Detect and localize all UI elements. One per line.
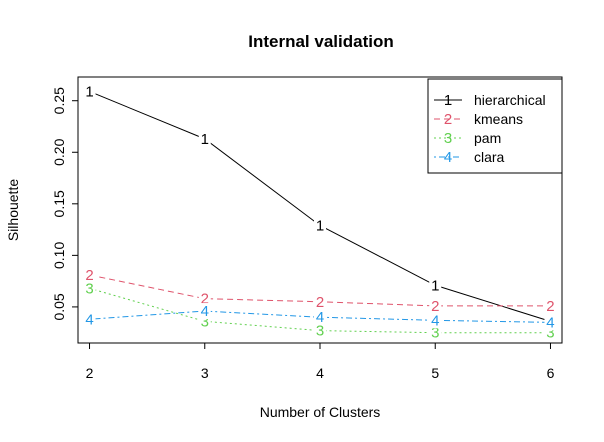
x-tick-label: 2 (86, 365, 94, 381)
legend-item-kmeans: kmeans (474, 111, 523, 127)
x-tick-label: 3 (201, 365, 209, 381)
point-bg (198, 290, 211, 307)
point-bg (314, 322, 326, 339)
y-tick-label: 0.10 (51, 242, 67, 269)
y-tick-label: 0.25 (51, 87, 67, 114)
y-tick-label: 0.05 (51, 293, 67, 320)
data-point-pam: 3 (316, 323, 324, 340)
y-axis-label: Silhouette (5, 179, 21, 241)
point-bg (429, 324, 442, 341)
data-point-kmeans: 2 (316, 294, 324, 311)
legend-item-hierarchical: hierarchical (474, 92, 546, 108)
data-point-hierarchical: 1 (431, 277, 439, 294)
legend-item-pam: pam (474, 130, 501, 146)
point-bg (198, 303, 211, 320)
data-point-hierarchical: 1 (316, 217, 324, 234)
data-point-kmeans: 2 (431, 298, 439, 315)
point-bg (83, 266, 96, 283)
point-bg (83, 83, 96, 100)
legend-marker: 3 (444, 130, 452, 147)
point-bg (314, 293, 326, 310)
data-point-kmeans: 2 (85, 267, 93, 284)
data-point-clara: 4 (201, 303, 209, 320)
x-axis-label: Number of Clusters (260, 404, 381, 420)
point-bg (314, 309, 326, 326)
x-tick-label: 4 (316, 365, 324, 381)
series-points: 11111222223333344444 (83, 83, 557, 342)
x-tick-label: 5 (431, 365, 439, 381)
point-bg (544, 297, 557, 314)
x-tick-label: 6 (547, 365, 555, 381)
data-point-kmeans: 2 (546, 298, 554, 315)
data-point-clara: 4 (546, 314, 554, 331)
point-bg (429, 297, 442, 314)
y-tick-label: 0.20 (51, 138, 67, 165)
point-bg (83, 280, 96, 297)
point-bg (314, 217, 326, 234)
point-bg (544, 314, 557, 331)
point-bg (429, 277, 442, 294)
data-point-hierarchical: 1 (201, 131, 209, 148)
legend-box (427, 78, 563, 174)
data-point-pam: 3 (431, 325, 439, 342)
legend-marker: 4 (444, 149, 452, 166)
legend-marker: 2 (444, 111, 452, 128)
data-point-kmeans: 2 (201, 291, 209, 308)
y-tick-label: 0.15 (51, 190, 67, 217)
data-point-pam: 3 (201, 313, 209, 330)
legend: 1 hierarchical 2 kmeans 3 pam 4 clara (427, 78, 563, 174)
data-point-clara: 4 (85, 311, 93, 328)
y-axis: 0.05 0.10 0.15 0.20 0.25 (51, 87, 78, 321)
data-point-hierarchical: 1 (85, 83, 93, 100)
data-point-pam: 3 (85, 280, 93, 297)
data-point-pam: 3 (546, 325, 554, 342)
point-bg (198, 130, 211, 147)
data-point-clara: 4 (431, 312, 439, 329)
point-bg (83, 311, 96, 328)
legend-marker: 1 (444, 92, 452, 109)
data-point-clara: 4 (316, 309, 324, 326)
point-bg (429, 312, 442, 329)
chart-title: Internal validation (248, 32, 393, 51)
x-axis: 2 3 4 5 6 (86, 343, 555, 381)
legend-item-clara: clara (474, 149, 505, 165)
